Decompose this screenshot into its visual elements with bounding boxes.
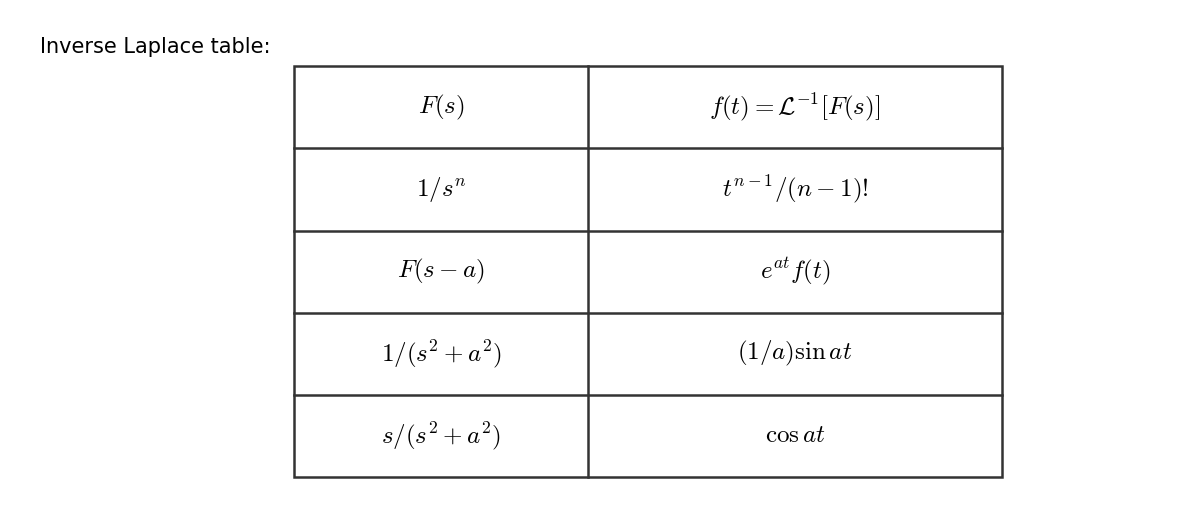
Bar	[294, 66, 1002, 477]
Text: $F(s-a)$: $F(s-a)$	[397, 257, 485, 286]
Text: $e^{at}f(t)$: $e^{at}f(t)$	[760, 256, 830, 287]
Text: $1/s^n$: $1/s^n$	[416, 175, 466, 204]
Text: $\cos at$: $\cos at$	[764, 425, 826, 447]
Text: Inverse Laplace table:: Inverse Laplace table:	[40, 37, 270, 57]
Text: $1/(s^2+a^2)$: $1/(s^2+a^2)$	[380, 338, 502, 369]
Text: $f(t) = \mathcal{L}^{-1}[F(s)]$: $f(t) = \mathcal{L}^{-1}[F(s)]$	[709, 92, 881, 123]
Text: $s/(s^2+a^2)$: $s/(s^2+a^2)$	[380, 420, 502, 452]
Text: $t^{n-1}/(n-1)!$: $t^{n-1}/(n-1)!$	[721, 174, 869, 205]
Text: $(1/a)\sin at$: $(1/a)\sin at$	[737, 339, 853, 368]
Text: $F(s)$: $F(s)$	[418, 93, 464, 122]
